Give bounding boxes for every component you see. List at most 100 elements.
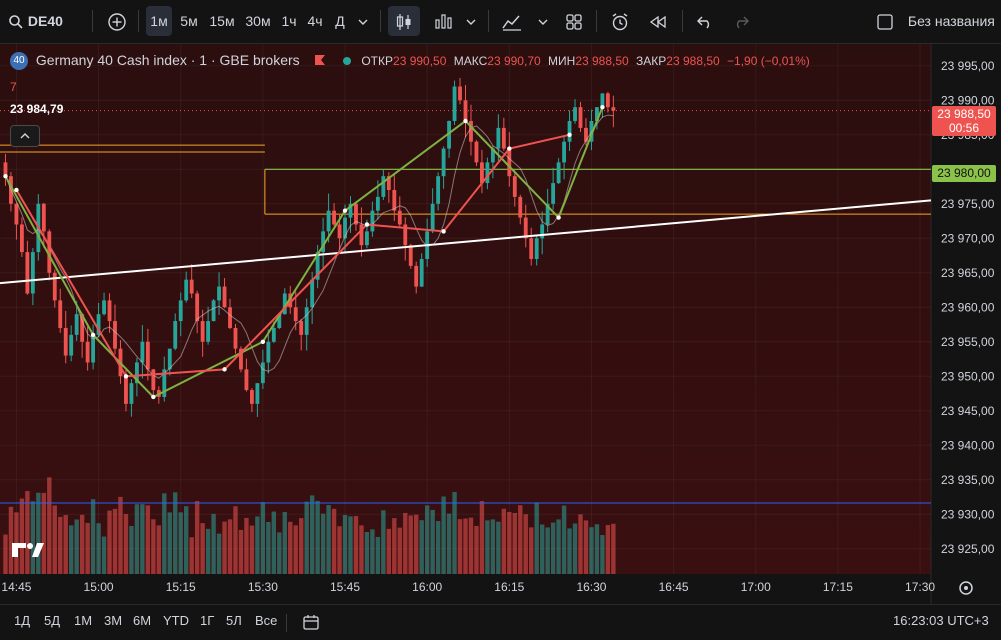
candle-body [178,300,183,322]
volume-bar [457,519,463,574]
volume-bar [337,526,342,574]
interval-1h[interactable]: 1ч [281,13,297,29]
time-axis[interactable]: 14:45 15:00 15:15 15:30 15:45 16:00 16:15 16:30… [1,580,935,594]
volume-bar [490,519,496,574]
candle-body [96,314,101,335]
candle-body [211,300,216,322]
volume-bar [79,514,85,574]
volume-bar [529,527,534,574]
interval-dropdown[interactable] [354,6,372,36]
bar-chart-style-button[interactable] [430,6,456,36]
chevron-down-icon [358,19,368,26]
candle-body [332,210,336,225]
indicators-button[interactable] [498,6,526,36]
interval-15m[interactable]: 15м [209,13,235,29]
volume-bar [414,514,419,574]
volume-bar [96,523,101,574]
plus-circle-icon [108,13,126,31]
interval-30m[interactable]: 30м [245,13,271,29]
price-tick-label: 23 990,00 [941,93,995,107]
volume-bar [441,496,446,574]
high-value: 23 990,70 [487,54,541,68]
volume-bar [561,505,567,574]
candle-body [145,341,150,370]
candle-body [151,369,156,391]
candle-body [436,176,441,204]
compare-symbol-button[interactable] [104,6,130,36]
range-1d[interactable]: 1Д [14,613,31,628]
templates-button[interactable] [562,6,586,36]
pivot-point [364,222,370,227]
volume-bar [129,526,134,574]
alert-button[interactable] [606,6,634,36]
date-range-button[interactable] [302,613,320,634]
chart-style-dropdown[interactable] [462,6,480,36]
candle-body [140,341,145,363]
redo-button[interactable] [728,6,754,36]
price-tick-label: 23 925,00 [941,542,995,556]
interval-1d[interactable]: Д [335,13,345,29]
flag-icon[interactable] [314,53,326,69]
chart-legend: 40 Germany 40 Cash index · 1 · GBE broke… [10,52,810,71]
candle-body [206,321,211,342]
candles-style-button[interactable] [388,6,420,36]
candle-body [326,210,331,232]
price-tick-label: 23 955,00 [941,335,995,349]
interval-5m[interactable]: 5м [180,13,198,29]
time-axis-background [0,574,931,604]
change-value: −1,90 (−0,01%) [727,54,810,68]
open-label: ОТКР [361,54,394,68]
volume-bar [353,515,359,574]
time-tick-label: 17:00 [741,580,771,594]
grid-icon [566,14,582,30]
collapse-legend-button[interactable] [10,125,40,147]
time-tick-label: 15:15 [166,580,196,594]
pivot-point [222,367,227,372]
pivot-point [123,374,129,379]
volume-bar [293,525,298,574]
range-3m[interactable]: 3М [104,613,123,628]
pivot-point [260,339,266,344]
undo-icon [697,16,710,29]
volume-bar [74,519,79,574]
volume-bar [331,508,337,574]
candle-body [271,327,276,342]
volume-bar [266,521,271,574]
volume-bar [364,531,370,574]
time-settings-icon[interactable] [959,581,973,595]
range-5d[interactable]: 5Д [44,613,61,628]
interval-1m[interactable]: 1м [146,6,172,36]
volume-bar [589,527,594,574]
pivot-point [90,332,96,338]
indicators-dropdown[interactable] [534,6,552,36]
volume-bar [474,525,479,574]
range-ytd[interactable]: YTD [163,613,189,628]
candle-body [124,376,128,404]
candle-body [534,238,539,259]
volume-bar [244,517,249,574]
candle-body [41,203,46,232]
candle-body [501,127,506,149]
top-toolbar: DE40 1м 5м 15м 30м 1ч 4ч Д [0,0,1001,44]
volume-bar [211,513,216,574]
volume-bar [611,523,616,574]
time-tick-label: 16:45 [659,580,689,594]
range-5y[interactable]: 5Л [226,613,242,628]
layout-name-button[interactable]: Без названия [876,6,996,36]
candle-body [392,189,397,211]
symbol-search[interactable]: DE40 [8,6,68,36]
candle-body [113,321,117,349]
undo-button[interactable] [692,6,718,36]
clock[interactable]: 16:23:03 UTC+3 [893,613,989,628]
volume-bar [430,509,435,574]
range-1y[interactable]: 1Г [200,613,215,628]
candle-body [58,300,63,328]
volume-bar [58,516,63,574]
candle-body [299,321,304,335]
replay-button[interactable] [644,6,672,36]
range-all[interactable]: Все [255,613,278,628]
interval-4h[interactable]: 4ч [307,13,323,29]
range-6m[interactable]: 6М [133,613,152,628]
range-1m[interactable]: 1М [74,613,93,628]
